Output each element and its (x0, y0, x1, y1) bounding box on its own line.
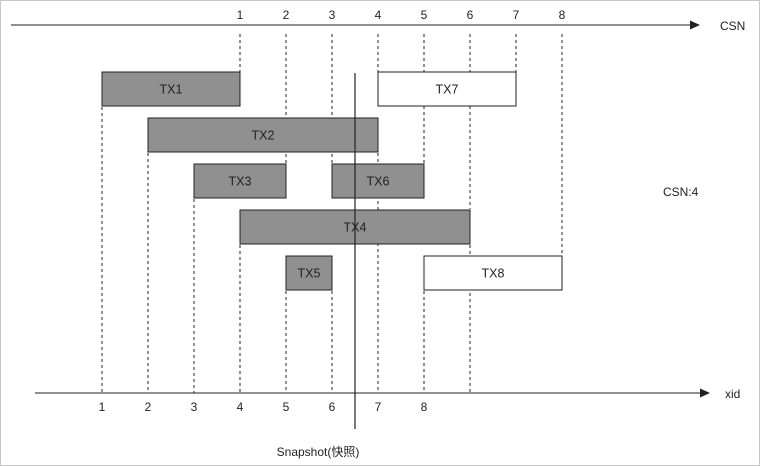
top-axis (11, 20, 700, 30)
transaction-tx2: TX2 (147, 117, 379, 153)
top-tick-label: 1 (237, 8, 244, 22)
transaction-tx1: TX1 (101, 71, 241, 107)
transaction-tx3: TX3 (193, 163, 287, 199)
bottom-axis (35, 388, 710, 398)
transaction-tx5: TX5 (285, 255, 333, 291)
top-tick-label: 7 (513, 8, 520, 22)
transaction-bar (377, 71, 517, 107)
transaction-bar (147, 117, 379, 153)
top-tick-label: 6 (467, 8, 474, 22)
bottom-tick-label: 2 (145, 400, 152, 414)
bottom-tick-label: 1 (99, 400, 106, 414)
transaction-tx7: TX7 (377, 71, 517, 107)
transaction-label: TX5 (298, 267, 321, 281)
top-tick-label: 8 (559, 8, 566, 22)
transaction-label: TX3 (229, 175, 252, 189)
top-axis-label: CSN (720, 19, 745, 33)
top-tick-label: 2 (283, 8, 290, 22)
bottom-tick-label: 3 (191, 400, 198, 414)
bottom-tick-label: 5 (283, 400, 290, 414)
csn-note: CSN:4 (663, 185, 699, 199)
transaction-tx6: TX6 (331, 163, 425, 199)
transaction-label: TX6 (367, 175, 390, 189)
transaction-tx8: TX8 (423, 255, 563, 291)
bottom-tick-label: 4 (237, 400, 244, 414)
transaction-label: TX8 (482, 267, 505, 281)
bottom-tick-labels: 1 2 3 4 5 6 7 8 (99, 400, 428, 414)
transaction-bar (193, 163, 287, 199)
bottom-tick-label: 6 (329, 400, 336, 414)
top-tick-label: 4 (375, 8, 382, 22)
bottom-axis-label: xid (725, 387, 740, 401)
top-tick-label: 5 (421, 8, 428, 22)
transaction-label: TX7 (436, 83, 459, 97)
transaction-bar (331, 163, 425, 199)
snapshot-label: Snapshot(快照) (277, 445, 360, 459)
bottom-tick-label: 7 (375, 400, 382, 414)
transaction-label: TX1 (160, 83, 183, 97)
transaction-label: TX2 (252, 129, 275, 143)
transaction-bar (285, 255, 333, 291)
top-axis-arrowhead (690, 20, 700, 30)
bottom-axis-arrowhead (700, 388, 710, 398)
transaction-bar (423, 255, 563, 291)
transaction-bar (101, 71, 241, 107)
top-tick-label: 3 (329, 8, 336, 22)
top-tick-labels: 1 2 3 4 5 6 7 8 (237, 8, 566, 22)
bottom-tick-label: 8 (421, 400, 428, 414)
